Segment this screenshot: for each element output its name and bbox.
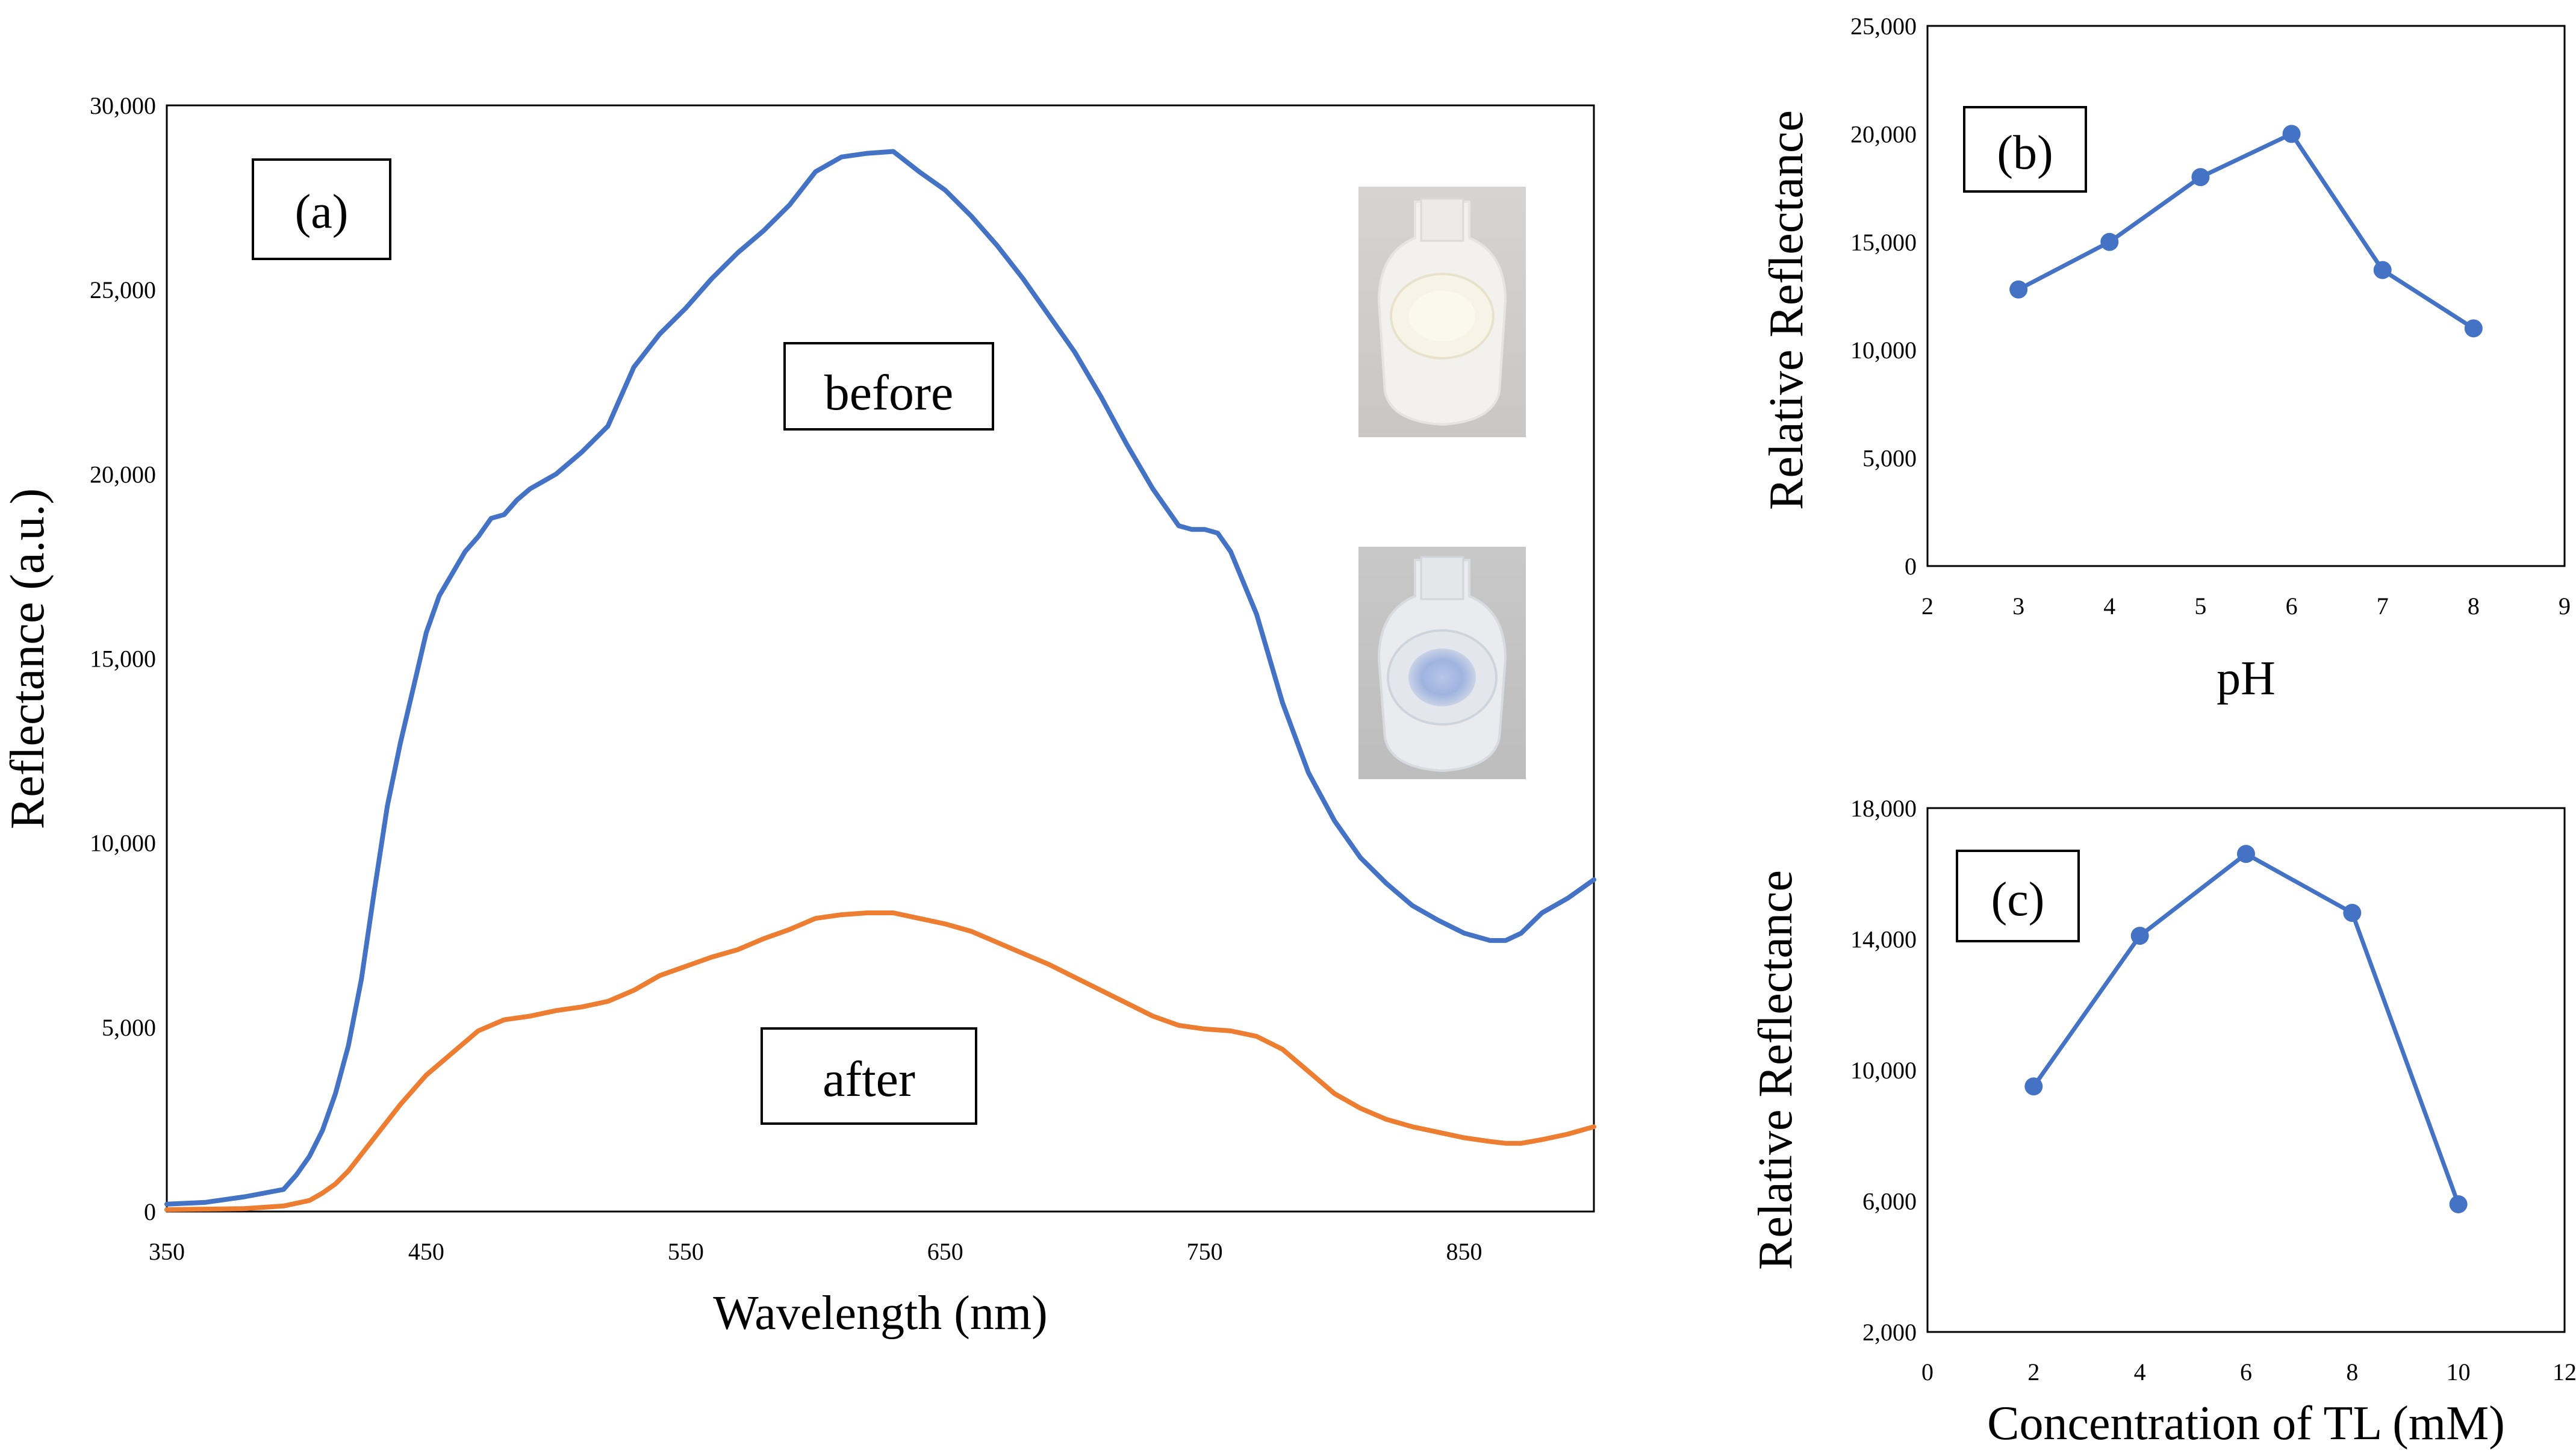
y-tick-label-a: 0 [144,1198,156,1225]
x-tick-label-b: 2 [1921,593,1934,620]
data-point [2464,319,2483,338]
y-tick-label-c: 18,000 [1850,795,1917,822]
series-line-reflectance-vs-pH [2016,131,2476,331]
y-tick-label-b: 20,000 [1850,120,1917,148]
y-tick-label-b: 10,000 [1850,337,1917,364]
x-tick-label-b: 6 [2286,593,2298,620]
x-tick-label-c: 10 [2447,1358,2471,1386]
series-line-before [164,149,1596,1207]
y-axis-ticks-b: 0 5,000 10,000 15,000 20,000 25,000 [1850,13,1917,580]
y-tick-label-b: 25,000 [1850,13,1917,40]
x-tick-label-a: 350 [149,1238,185,1265]
x-tick-label-c: 8 [2346,1358,2358,1386]
y-axis-label-b: Relative Reflectance [1760,110,1813,510]
panel-a: 0 5,000 10,000 15,000 20,000 25,000 30,000 350… [1,92,1596,1340]
x-tick-label-b: 7 [2377,593,2389,620]
y-tick-label-c: 14,000 [1850,926,1917,953]
data-point [2191,168,2210,187]
y-tick-label-a: 5,000 [102,1014,156,1041]
y-axis-label-a: Reflectance (a.u.) [1,488,54,829]
x-axis-ticks-b: 2 3 4 5 6 7 8 9 [1921,593,2571,620]
y-tick-label-c: 10,000 [1850,1057,1917,1084]
x-axis-label-a: Wavelength (nm) [713,1287,1048,1340]
x-tick-label-b: 5 [2194,593,2206,620]
x-tick-label-c: 2 [2027,1358,2039,1386]
x-axis-label-b: pH [2217,652,2276,705]
data-point [2024,1077,2043,1096]
annotation-after: after [823,1051,915,1107]
y-tick-label-b: 0 [1905,553,1917,580]
data-point [2343,904,2362,922]
y-axis-label-c: Relative Reflectance [1749,870,1802,1270]
data-point [2373,261,2392,279]
data-point [2282,125,2301,143]
x-tick-label-b: 3 [2012,593,2024,620]
x-axis-ticks-c: 0 2 4 6 8 10 12 [1921,1358,2576,1386]
panel-label-a: (a) [295,185,349,238]
panel-label-box-b: (b) [1963,106,2087,193]
x-tick-label-a: 750 [1187,1238,1223,1265]
panel-label-b: (b) [1997,126,2053,179]
y-tick-label-b: 5,000 [1862,445,1917,472]
x-tick-label-c: 6 [2240,1358,2252,1386]
series-group-a [164,149,1596,1212]
panel-c: 2,000 6,000 10,000 14,000 18,000 0 2 4 6 8 10 12 R… [1749,795,2576,1450]
x-tick-label-a: 850 [1446,1238,1482,1265]
y-tick-label-a: 15,000 [90,646,156,673]
y-tick-label-b: 15,000 [1850,229,1917,256]
plot-frame-a [166,104,1595,1213]
x-tick-label-a: 450 [408,1238,444,1265]
y-tick-label-c: 2,000 [1862,1319,1917,1346]
x-tick-label-c: 0 [1921,1358,1934,1386]
y-axis-ticks-a: 0 5,000 10,000 15,000 20,000 25,000 30,000 [90,92,156,1225]
panel-label-box-c: (c) [1956,850,2080,942]
data-point [2237,845,2255,863]
y-tick-label-a: 20,000 [90,461,156,488]
series-line-after [164,910,1596,1212]
plot-frame-c [1926,807,2566,1333]
x-axis-label-c: Concentration of TL (mM) [1987,1397,2505,1450]
y-tick-label-a: 30,000 [90,92,156,119]
x-tick-label-b: 4 [2103,593,2115,620]
annotation-box-after: after [761,1027,977,1125]
data-point [2100,232,2119,251]
y-tick-label-a: 25,000 [90,276,156,303]
series-group-b [2009,125,2483,338]
annotation-before: before [824,365,954,421]
x-tick-label-a: 650 [927,1238,963,1265]
x-tick-label-c: 12 [2553,1358,2576,1386]
data-point [2449,1195,2468,1213]
y-tick-label-a: 10,000 [90,830,156,857]
annotation-box-before: before [783,342,994,431]
x-axis-ticks-a: 350 450 550 650 750 850 [149,1238,1482,1265]
data-point [2009,280,2028,299]
x-tick-label-b: 9 [2559,593,2571,620]
series-group-c [2024,845,2468,1213]
plot-frame-b [1926,25,2566,567]
series-line-reflectance-vs-concentration [2031,851,2461,1207]
y-axis-ticks-c: 2,000 6,000 10,000 14,000 18,000 [1850,795,1917,1346]
x-tick-label-c: 4 [2134,1358,2146,1386]
x-tick-label-a: 550 [668,1238,704,1265]
x-tick-label-b: 8 [2468,593,2480,620]
y-tick-label-c: 6,000 [1862,1188,1917,1215]
panel-label-box-a: (a) [252,158,391,260]
panel-label-c: (c) [1991,873,2045,926]
cuvette-before-photo [1358,187,1526,437]
cuvette-after-photo [1358,547,1526,779]
data-point [2130,927,2149,945]
